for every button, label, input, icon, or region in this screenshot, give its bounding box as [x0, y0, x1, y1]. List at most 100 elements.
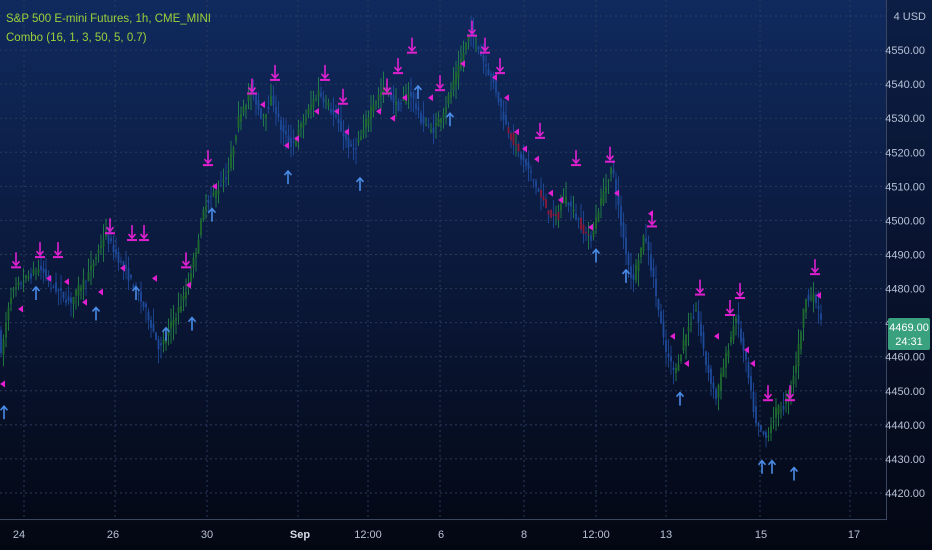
candle-body — [555, 214, 557, 216]
last-price-badge: 4469.00 24:31 — [888, 318, 930, 350]
candle-body — [522, 154, 525, 161]
candle-body — [512, 132, 515, 146]
candle-body — [40, 265, 42, 270]
time-tick-label: 24 — [13, 529, 25, 541]
candle-body — [415, 103, 417, 109]
candle-body — [195, 252, 197, 258]
candle-body — [800, 331, 802, 350]
candle-body — [727, 350, 730, 357]
candle-body — [585, 231, 587, 234]
candle-body — [482, 55, 485, 61]
candle-body — [215, 190, 217, 199]
buy-arrow-icon — [161, 326, 171, 341]
candle-body — [780, 410, 782, 412]
price-tick-label: 4490.00 — [885, 250, 925, 262]
candle-body — [260, 108, 262, 119]
candle-body — [567, 202, 570, 206]
buy-arrow-icon — [591, 248, 601, 263]
symbol-title[interactable]: S&P 500 E-mini Futures, 1h, CME_MINI — [6, 13, 211, 25]
candle-body — [80, 287, 82, 292]
sell-arrow-icon — [35, 242, 45, 259]
candle-body — [202, 209, 205, 221]
candle-body — [125, 264, 127, 269]
candle-body — [657, 298, 660, 310]
candle-body — [147, 311, 150, 321]
buy-arrow-icon — [413, 84, 423, 99]
candle-body — [95, 257, 97, 260]
time-tick-label: 15 — [755, 529, 767, 541]
candle-body — [30, 273, 32, 279]
candle-body — [235, 135, 237, 141]
exit-marker-icon — [522, 145, 527, 153]
candle-body — [445, 107, 447, 113]
candle-body — [185, 291, 187, 299]
time-tick-label: Sep — [290, 529, 310, 541]
candle-body — [362, 129, 365, 134]
time-tick-label: 8 — [521, 529, 527, 541]
candle-body — [272, 95, 275, 106]
candle-body — [5, 322, 7, 338]
exit-marker-icon — [212, 182, 217, 190]
candle-body — [650, 255, 652, 271]
exit-marker-icon — [82, 298, 87, 306]
candle-body — [435, 123, 437, 126]
candle-body — [617, 190, 620, 206]
sell-arrow-icon — [338, 88, 348, 105]
price-badge-bg — [888, 318, 930, 350]
candle-body — [115, 248, 117, 254]
exit-marker-icon — [614, 189, 619, 197]
candle-body — [367, 117, 370, 126]
candle-body — [117, 251, 120, 263]
candle-body — [145, 303, 147, 308]
candle-body — [487, 69, 490, 75]
buy-arrow-icon — [445, 111, 455, 127]
candle-body — [535, 180, 537, 188]
candle-body — [360, 136, 362, 141]
exit-marker-icon — [294, 135, 299, 143]
candle-body — [295, 139, 297, 147]
time-axis[interactable]: 24 26 30 Sep 12:00 6 8 12:00 13 15 17 — [0, 519, 886, 542]
exit-marker-icon — [534, 155, 539, 163]
candle-body — [102, 239, 105, 247]
exit-marker-icon — [460, 60, 465, 68]
candle-body — [212, 192, 215, 196]
buy-arrow-icon — [621, 268, 631, 283]
sell-arrow-icon — [535, 122, 545, 139]
candle-body — [137, 293, 140, 295]
candle-body — [20, 282, 22, 285]
exit-marker-icon — [714, 332, 719, 340]
legend: S&P 500 E-mini Futures, 1h, CME_MINI Com… — [6, 10, 211, 48]
candle-body — [437, 118, 440, 127]
sell-arrow-icon — [785, 385, 795, 402]
sell-arrow-icon — [181, 252, 191, 269]
candle-body — [62, 291, 65, 299]
candle-body — [765, 431, 767, 439]
candle-body — [75, 289, 77, 296]
candle-body — [247, 94, 250, 102]
sell-arrow-icon — [393, 58, 403, 75]
candle-body — [582, 224, 585, 234]
candle-body — [345, 133, 347, 140]
candle-body — [277, 113, 280, 117]
candle-body — [592, 230, 595, 237]
sell-arrow-icon — [203, 150, 213, 167]
sell-arrow-icon — [53, 242, 63, 259]
price-axis[interactable]: 4 USD 4420.00 4430.00 4440.00 4450.00 4460.00… — [885, 0, 932, 550]
candle-body — [757, 422, 760, 426]
candle-body — [700, 323, 702, 336]
candle-body — [0, 330, 2, 354]
candle-body — [722, 367, 725, 377]
time-tick-label: 6 — [438, 529, 444, 541]
candle-body — [352, 148, 355, 150]
price-tick-label: 4440.00 — [885, 420, 925, 432]
candle-body — [387, 90, 390, 94]
candle-body — [402, 98, 405, 101]
candle-body — [355, 148, 357, 150]
candle-body — [315, 98, 317, 100]
candle-body — [620, 205, 622, 226]
candle-body — [27, 276, 30, 279]
candle-body — [607, 180, 610, 182]
indicator-title[interactable]: Combo (16, 1, 3, 50, 5, 0.7) — [6, 32, 147, 44]
